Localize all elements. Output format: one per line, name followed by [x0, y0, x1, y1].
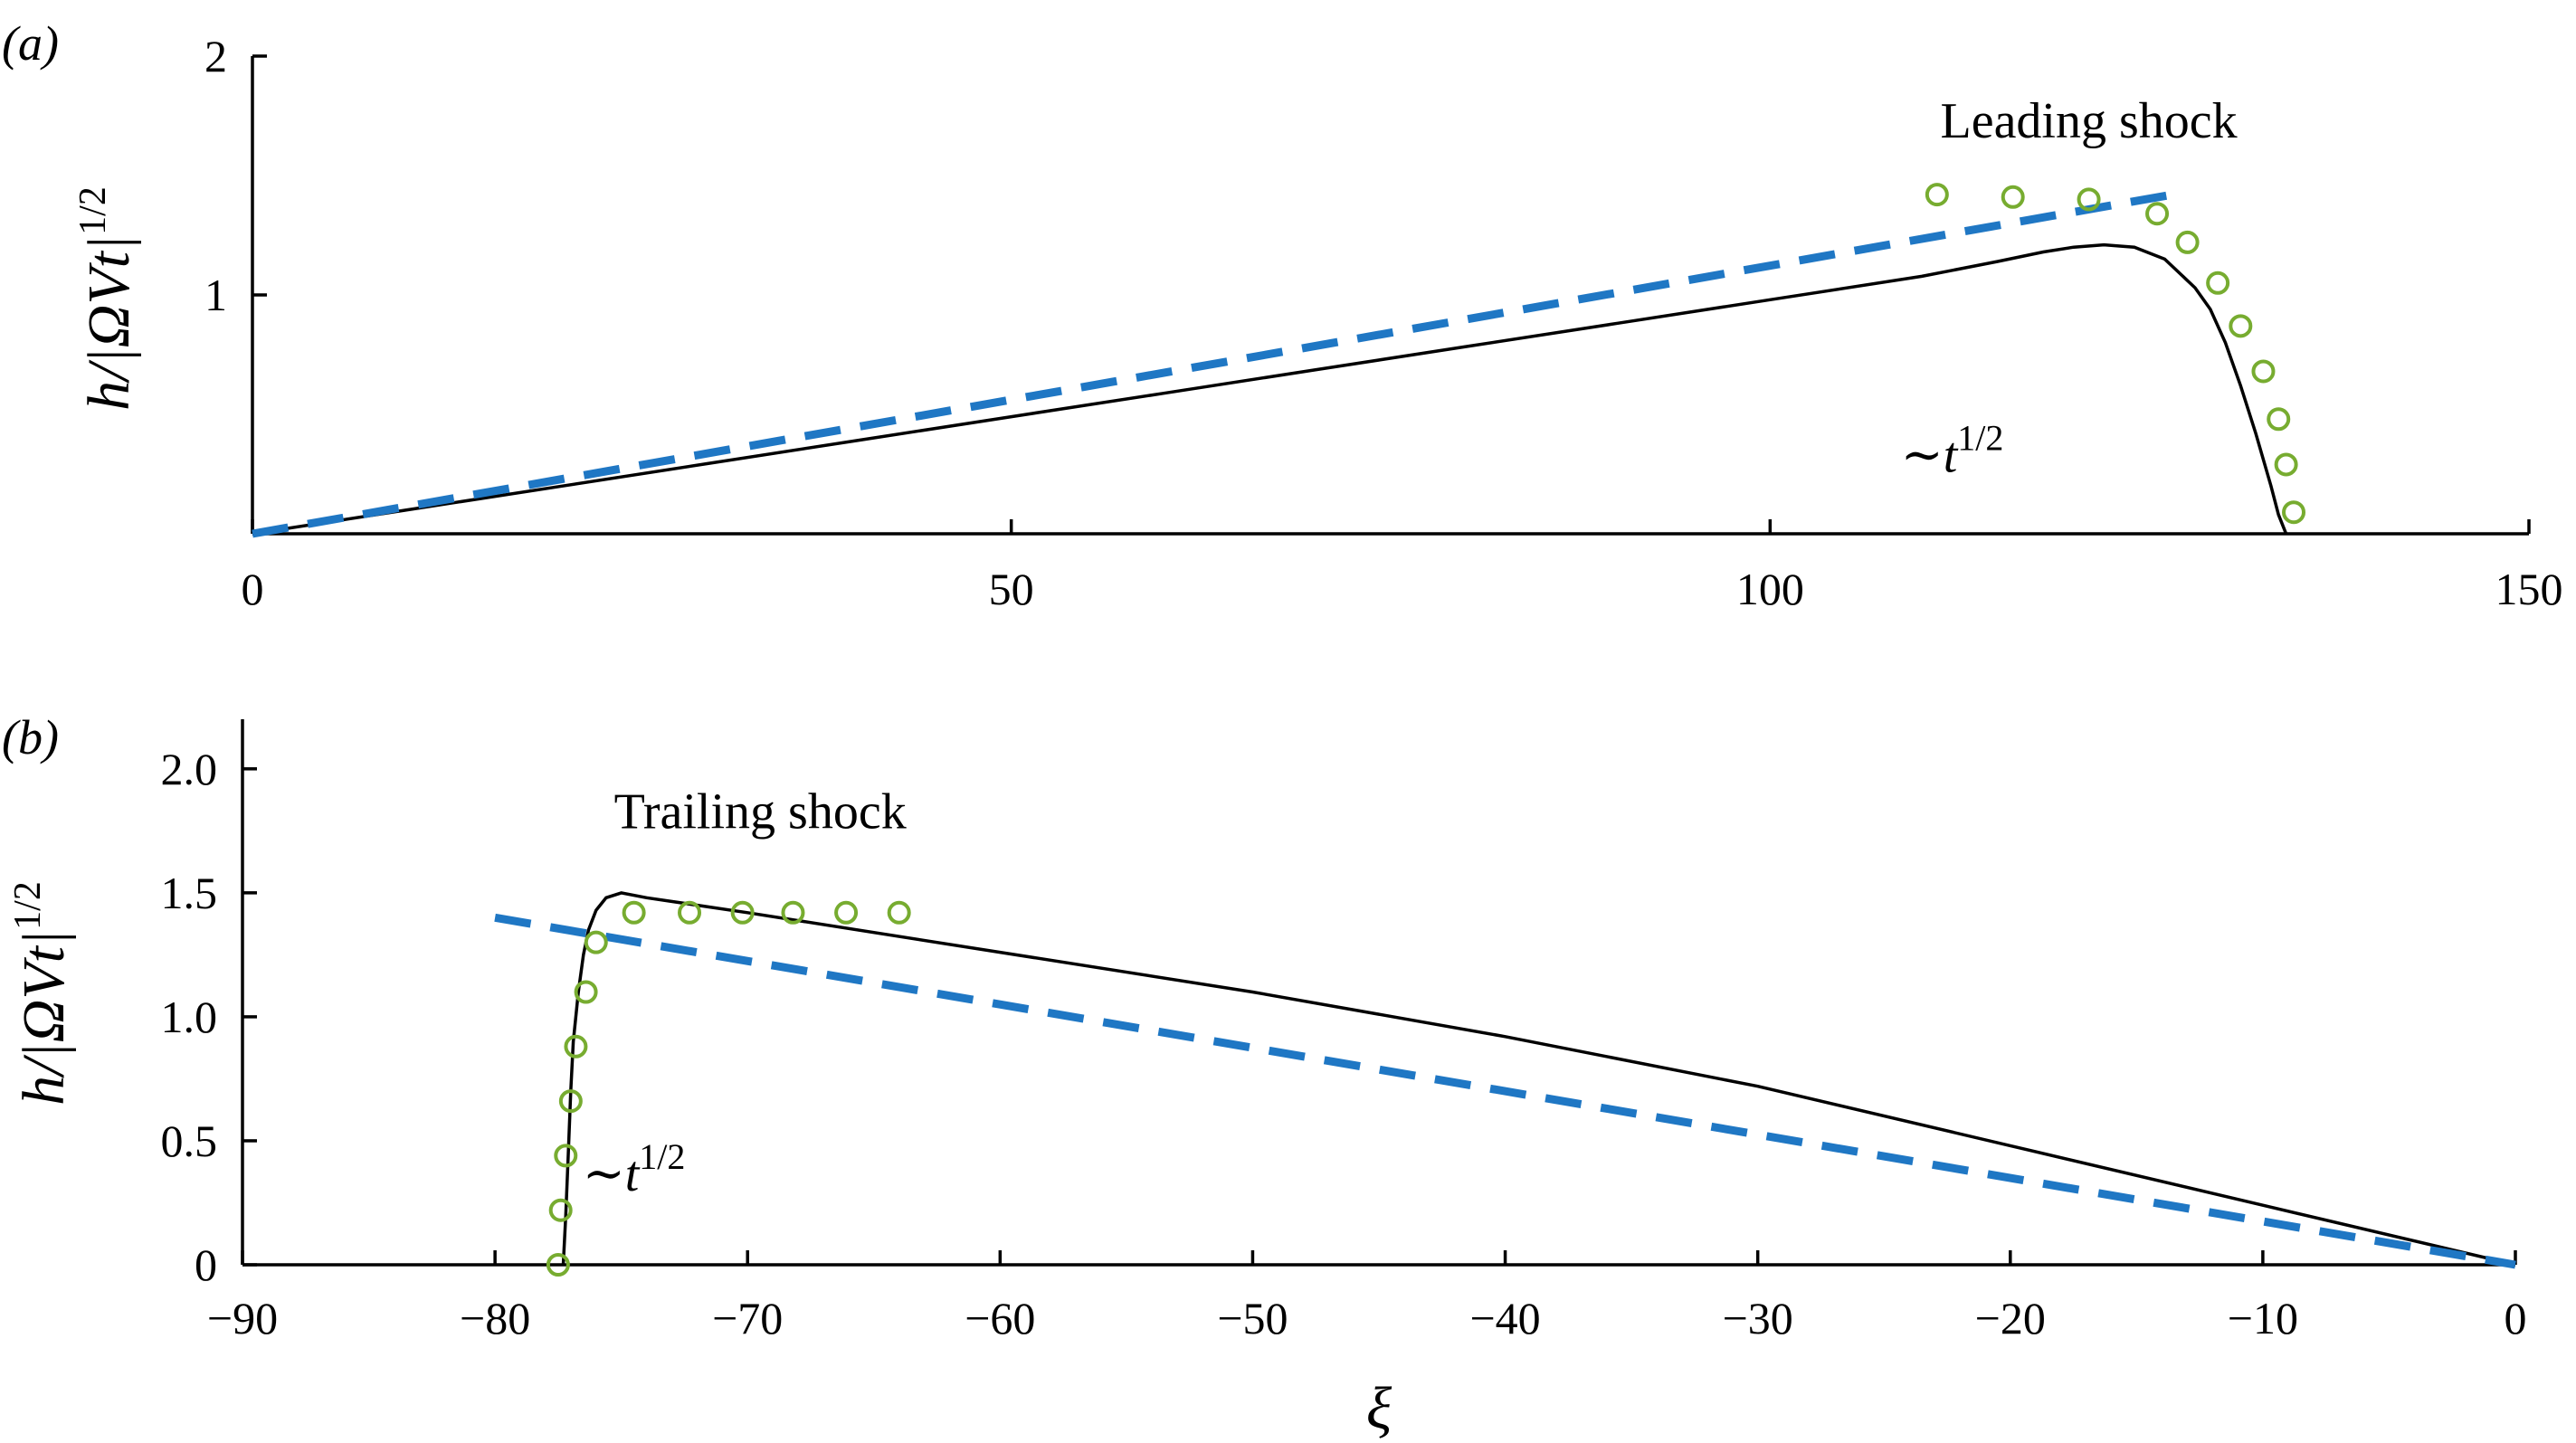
x-tick-label: −90 — [207, 1293, 278, 1343]
y-tick-label: 1 — [204, 270, 227, 320]
y-tick-label: 2.0 — [161, 744, 218, 794]
data-marker — [2145, 202, 2170, 226]
panel-label: (a) — [2, 16, 59, 71]
x-tick-label: −60 — [965, 1293, 1035, 1343]
x-tick-label: 0 — [242, 564, 264, 614]
y-tick-label: 2 — [204, 31, 227, 81]
x-tick-label: 50 — [989, 564, 1034, 614]
data-marker — [2077, 187, 2101, 212]
x-tick-label: −30 — [1723, 1293, 1793, 1343]
y-tick-label: 0.5 — [161, 1115, 218, 1166]
data-marker — [2175, 230, 2200, 254]
y-tick-label: 1.5 — [161, 868, 218, 918]
data-marker — [2206, 271, 2230, 295]
x-axis-label: ξ — [1366, 1375, 1393, 1441]
data-marker — [2282, 500, 2306, 525]
data-marker — [678, 900, 702, 925]
x-tick-label: −40 — [1469, 1293, 1540, 1343]
data-marker — [622, 900, 646, 925]
annotation-text: ∼t1/2 — [583, 1136, 686, 1202]
solid-series-line — [561, 891, 2516, 1267]
annotation-text: Trailing shock — [614, 784, 907, 840]
data-marker — [2229, 314, 2253, 338]
data-marker — [2274, 452, 2298, 477]
annotation-text: Leading shock — [1941, 93, 2238, 149]
data-marker — [834, 900, 859, 925]
y-axis-label: h/|ΩVt|1/2 — [7, 881, 77, 1106]
y-axis-label: h/|ΩVt|1/2 — [72, 186, 142, 411]
data-marker — [781, 900, 805, 925]
data-marker — [730, 900, 755, 925]
data-marker — [2251, 359, 2276, 384]
y-tick-label: 0 — [195, 1239, 217, 1290]
data-marker — [1925, 183, 1949, 207]
x-tick-label: −70 — [712, 1293, 783, 1343]
data-marker — [554, 1144, 578, 1168]
x-tick-label: 150 — [2495, 564, 2563, 614]
annotation-text: ∼t1/2 — [1901, 417, 2004, 483]
data-marker — [2001, 185, 2025, 209]
data-marker — [887, 900, 911, 925]
x-tick-label: −80 — [460, 1293, 530, 1343]
data-marker — [2267, 407, 2291, 432]
data-marker — [558, 1089, 583, 1114]
data-marker — [548, 1198, 573, 1222]
y-tick-label: 1.0 — [161, 992, 218, 1042]
x-tick-label: −20 — [1975, 1293, 2046, 1343]
dashed-series-line — [252, 190, 2173, 538]
data-marker — [584, 930, 608, 954]
panel-b-chart: (b) −90 −80 −70 −60 −50 −40 −30 −20 −10 0 0 0.5 1.0 1.… — [2, 710, 2527, 1441]
x-tick-label: −10 — [2228, 1293, 2298, 1343]
dashed-series-line — [494, 913, 2516, 1269]
x-tick-label: −50 — [1217, 1293, 1288, 1343]
x-tick-label: 0 — [2505, 1293, 2527, 1343]
data-marker — [574, 980, 598, 1004]
data-marker — [564, 1034, 588, 1059]
data-marker — [546, 1253, 570, 1277]
solid-series-line — [252, 242, 2288, 536]
panel-label: (b) — [2, 710, 59, 764]
panel-a-chart: (a) 0 50 100 150 1 2 h/|ΩVt|1/2 Leading shock ∼t1… — [2, 16, 2563, 614]
x-tick-label: 100 — [1736, 564, 1804, 614]
